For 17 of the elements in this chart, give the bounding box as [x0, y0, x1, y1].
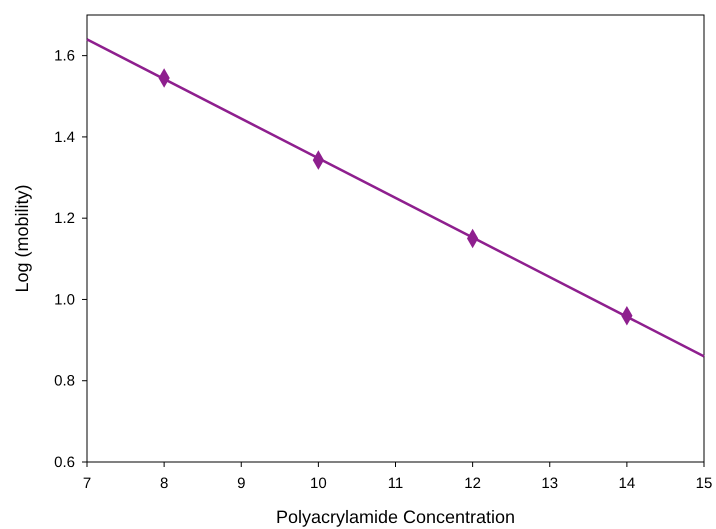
- x-axis-title: Polyacrylamide Concentration: [276, 507, 516, 527]
- x-tick-label: 7: [82, 475, 92, 492]
- x-tick-label: 13: [541, 475, 558, 492]
- y-tick-label: 1.6: [54, 48, 75, 65]
- x-tick-label: 14: [618, 475, 636, 492]
- y-tick-label: 1.2: [54, 210, 75, 228]
- x-tick-label: 9: [237, 475, 246, 492]
- x-tick-label: 10: [310, 475, 327, 492]
- y-axis-title: Log (mobility): [12, 184, 32, 293]
- x-tick-label: 15: [696, 475, 712, 492]
- y-tick-label: 0.8: [54, 372, 75, 390]
- y-tick-label: 1.0: [54, 291, 75, 308]
- x-tick-label: 12: [464, 475, 481, 492]
- y-tick-label: 1.4: [54, 128, 75, 146]
- y-tick-label: 0.6: [54, 454, 75, 471]
- x-tick-label: 8: [160, 475, 168, 492]
- x-tick-label: 11: [388, 475, 404, 492]
